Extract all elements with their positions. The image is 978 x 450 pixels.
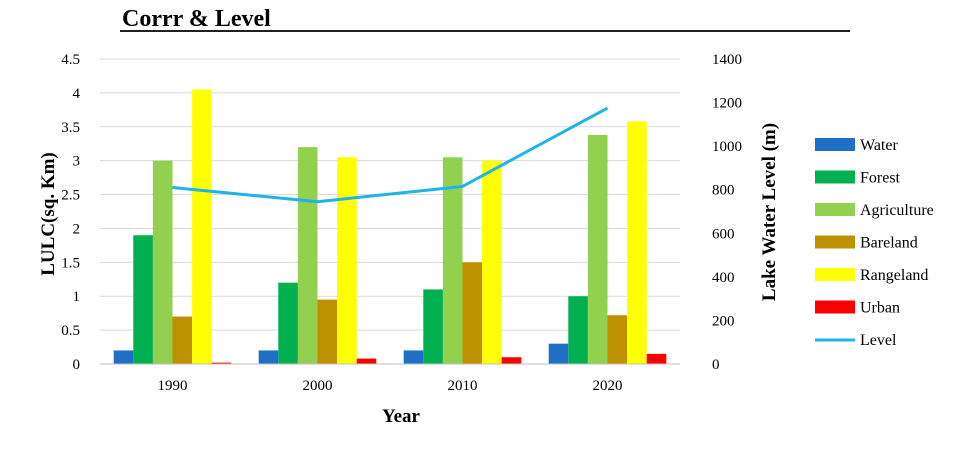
bar-water-2000 [258,350,279,364]
x-tick-label: 2020 [593,378,623,394]
legend-label-bareland: Bareland [860,235,918,252]
y2-axis-title: Lake Water Level (m) [759,123,780,301]
y2-tick-label: 800 [712,183,735,199]
bar-forest-2000 [278,282,298,364]
y2-tick-label: 600 [712,226,735,242]
x-tick-label: 1990 [158,378,188,394]
y-tick-label: 2.5 [61,188,80,204]
bar-forest-2020 [568,296,588,364]
x-axis-title: Year [382,406,421,427]
y-tick-label: 3.5 [61,120,80,136]
y-tick-label: 4.5 [61,52,80,68]
bar-bareland-2020 [607,315,628,364]
bars [113,89,667,364]
bar-bareland-2010 [462,262,483,364]
y-tick-label: 4 [73,86,81,102]
bar-water-2020 [548,343,569,364]
y-tick-label: 0.5 [61,323,80,339]
legend-label-rangeland: Rangeland [860,267,928,284]
legend-label-level: Level [860,332,897,349]
y-tick-label: 2 [73,221,81,237]
legend-label-urban: Urban [860,300,900,317]
bar-water-2010 [403,350,424,364]
bar-bareland-1990 [172,316,193,364]
bar-water-1990 [113,350,134,364]
y-tick-label: 1 [73,289,81,305]
legend: Water Forest Agriculture Bareland Rangeland U… [815,137,934,349]
chart-title: Corrr & Level [122,6,271,32]
bar-urban-2000 [356,358,377,364]
y-tick-label: 0 [73,357,81,373]
bar-agriculture-1990 [152,160,173,364]
bar-rangeland-2020 [627,121,647,364]
bar-urban-1990 [211,362,232,364]
bar-rangeland-2010 [482,160,502,364]
y2-tick-label: 1200 [712,96,742,112]
x-axis-ticks: 1990 2000 2010 2020 [158,378,623,394]
y2-tick-label: 1000 [712,139,742,155]
legend-label-agriculture: Agriculture [860,202,934,219]
bar-urban-2020 [646,353,667,364]
bar-rangeland-2000 [337,157,357,364]
legend-label-water: Water [860,137,898,154]
bar-urban-2010 [501,357,522,364]
bar-rangeland-1990 [192,89,212,364]
y-tick-label: 3 [73,154,81,170]
y2-tick-label: 400 [712,270,735,286]
bar-forest-2010 [423,289,443,364]
x-tick-label: 2010 [448,378,478,394]
y-axis-title: LULC(sq. Km) [38,152,59,276]
y2-tick-label: 200 [712,313,735,329]
legend-swatch-forest [815,170,855,184]
x-tick-label: 2000 [303,378,333,394]
y2-axis-ticks: 0 200 400 600 800 1000 1200 1400 [712,52,742,373]
bar-agriculture-2000 [297,147,318,364]
legend-swatch-rangeland [815,268,855,281]
y-axis-ticks: 0 0.5 1 1.5 2 2.5 3 3.5 4 4.5 [61,52,80,373]
level-line [172,106,609,204]
bar-bareland-2000 [317,299,338,364]
bar-forest-1990 [133,235,153,364]
legend-swatch-urban [815,300,855,314]
legend-swatch-agriculture [815,203,855,216]
bar-agriculture-2020 [587,134,608,364]
legend-label-forest: Forest [860,170,901,187]
y2-tick-label: 0 [712,357,720,373]
legend-swatch-water [815,138,855,151]
bar-agriculture-2010 [442,157,463,364]
y2-tick-label: 1400 [712,52,742,68]
legend-swatch-bareland [815,235,855,249]
y-tick-label: 1.5 [61,255,80,271]
line-level [172,106,609,204]
